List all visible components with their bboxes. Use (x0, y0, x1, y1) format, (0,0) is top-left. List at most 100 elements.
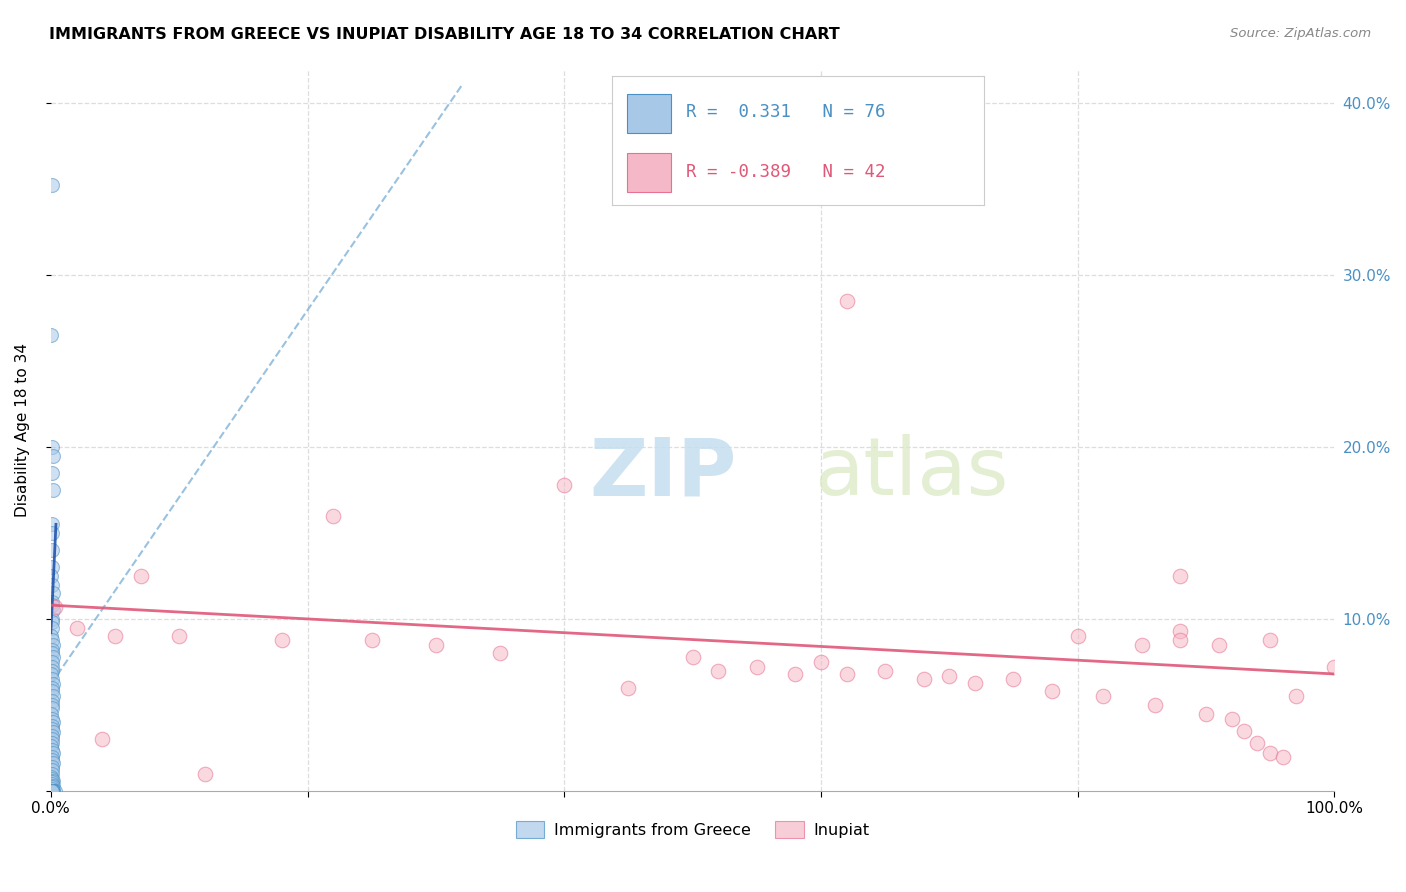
Point (41, 782, 63, 797)
Point (42, 649, 65, 664)
Point (41, 698, 63, 712)
Point (42, 784, 65, 798)
Point (42, 784, 65, 798)
Point (42, 773, 65, 788)
Point (41, 643, 63, 657)
Point (1143, 698, 1166, 712)
Point (42, 638, 65, 652)
Point (41, 466, 63, 480)
Point (41, 784, 63, 798)
Point (41, 736, 63, 750)
Point (41, 646, 63, 660)
Point (41, 753, 63, 767)
Point (1220, 712, 1243, 726)
Point (42, 756, 65, 771)
Text: atlas: atlas (814, 434, 1008, 512)
Point (41, 770, 63, 784)
Point (785, 667, 807, 681)
Point (553, 477, 575, 491)
Point (41, 777, 63, 791)
Point (1271, 749, 1294, 764)
Point (41, 780, 63, 795)
Point (42, 779, 65, 793)
Point (41, 784, 63, 798)
Point (912, 672, 935, 686)
Point (41, 598, 63, 612)
Point (42, 603, 65, 617)
Point (745, 660, 768, 674)
FancyBboxPatch shape (627, 153, 671, 193)
Point (42, 746, 65, 760)
Point (1168, 632, 1191, 647)
Point (41, 742, 63, 756)
Point (41, 612, 63, 626)
Point (938, 668, 960, 682)
Point (682, 649, 704, 664)
Point (41, 595, 63, 609)
Point (194, 766, 217, 780)
Point (41, 672, 63, 686)
Point (707, 664, 730, 678)
Point (42, 677, 65, 691)
Point (41, 784, 63, 798)
Point (41, 632, 63, 647)
Point (1168, 624, 1191, 638)
Point (41, 701, 63, 715)
Point (489, 646, 512, 660)
Point (810, 655, 832, 669)
Legend: Immigrants from Greece, Inupiat: Immigrants from Greece, Inupiat (509, 815, 876, 845)
Point (1130, 638, 1153, 652)
Point (41, 543, 63, 558)
Point (41, 660, 63, 674)
Point (270, 632, 292, 647)
Point (963, 675, 986, 690)
Point (835, 667, 858, 681)
Text: R =  0.331   N = 76: R = 0.331 N = 76 (686, 103, 886, 121)
Point (42, 449, 65, 463)
Point (1233, 723, 1256, 738)
Point (41, 764, 63, 778)
Point (1258, 746, 1281, 760)
Point (41, 784, 63, 798)
Point (41, 681, 63, 695)
Point (41, 629, 63, 643)
Point (1323, 660, 1346, 674)
Point (104, 629, 127, 643)
Point (41, 766, 63, 780)
Point (835, 293, 858, 308)
Point (44, 599, 66, 614)
Point (322, 508, 344, 523)
Point (41, 621, 63, 635)
Point (617, 681, 640, 695)
Point (360, 632, 382, 647)
Point (41, 784, 63, 798)
Point (41, 440, 63, 454)
Point (41, 722, 63, 736)
Point (41, 718, 63, 732)
Point (1066, 629, 1088, 643)
Point (41, 178, 63, 193)
Text: IMMIGRANTS FROM GREECE VS INUPIAT DISABILITY AGE 18 TO 34 CORRELATION CHART: IMMIGRANTS FROM GREECE VS INUPIAT DISABI… (49, 27, 839, 42)
Point (41, 729, 63, 743)
Point (1195, 706, 1218, 721)
Point (1208, 638, 1230, 652)
Point (41, 667, 63, 681)
Point (41, 706, 63, 721)
Point (41, 775, 63, 789)
Point (1040, 684, 1063, 698)
Point (41, 732, 63, 747)
Point (41, 684, 63, 698)
Point (41, 784, 63, 798)
Point (41, 694, 63, 708)
Point (129, 569, 152, 583)
Point (41, 328, 63, 343)
Point (1002, 672, 1025, 686)
FancyBboxPatch shape (627, 94, 671, 133)
Point (167, 629, 190, 643)
Text: R = -0.389   N = 42: R = -0.389 N = 42 (686, 162, 886, 180)
Point (42, 483, 65, 497)
Point (41, 615, 63, 630)
Point (91, 732, 114, 747)
Point (41, 760, 63, 774)
Point (41, 517, 63, 532)
